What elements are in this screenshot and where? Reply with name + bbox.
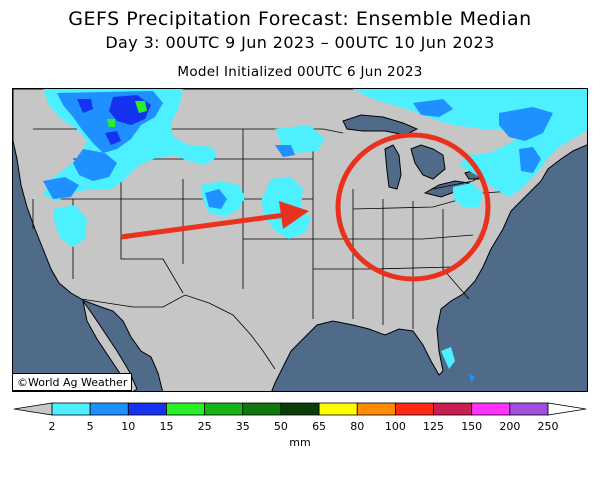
legend-cap-high <box>547 402 587 416</box>
legend-bin <box>204 402 244 416</box>
legend-tick-label: 200 <box>499 420 521 433</box>
annotation-arrow <box>120 201 309 240</box>
legend-cap-low <box>13 402 53 416</box>
model-init-time: Model Initialized 00UTC 6 Jun 2023 <box>177 64 423 80</box>
map-credit: ©World Ag Weather <box>12 373 133 391</box>
legend-bin <box>509 402 549 416</box>
legend-bin <box>471 402 511 416</box>
legend-bin <box>242 402 282 416</box>
legend-bin <box>89 402 129 416</box>
valid-period: Day 3: 00UTC 9 Jun 2023 – 00UTC 10 Jun 2… <box>105 33 495 52</box>
legend-tick-label: 125 <box>423 420 445 433</box>
legend-tick-label: 15 <box>159 420 174 433</box>
annotation-circle <box>335 132 491 282</box>
legend-tick-label: 5 <box>86 420 94 433</box>
legend-bin <box>433 402 473 416</box>
legend-bin <box>51 402 91 416</box>
legend-tick-label: 80 <box>350 420 365 433</box>
legend-bin <box>127 402 167 416</box>
legend-bin <box>394 402 434 416</box>
legend-tick-label: 150 <box>461 420 483 433</box>
legend-tick-label: 100 <box>384 420 406 433</box>
precipitation-15-25mm <box>107 101 147 127</box>
legend-tick-label: 50 <box>273 420 288 433</box>
legend-bin <box>166 402 206 416</box>
legend-bin <box>280 402 320 416</box>
great-lakes <box>342 114 493 198</box>
legend-bin <box>356 402 396 416</box>
baja-peninsula <box>82 300 138 391</box>
legend-tick-label: 35 <box>235 420 250 433</box>
legend-tick-label: 65 <box>312 420 327 433</box>
legend-tick-label: 250 <box>537 420 559 433</box>
legend-bin <box>318 402 358 416</box>
legend-colorbar <box>13 402 587 416</box>
legend-tick-label: 2 <box>48 420 56 433</box>
chart-title: GEFS Precipitation Forecast: Ensemble Me… <box>68 8 532 30</box>
legend-tick-label: 10 <box>121 420 136 433</box>
legend-tick-label: 25 <box>197 420 212 433</box>
legend-unit: mm <box>289 436 311 449</box>
precipitation-map <box>12 88 588 392</box>
